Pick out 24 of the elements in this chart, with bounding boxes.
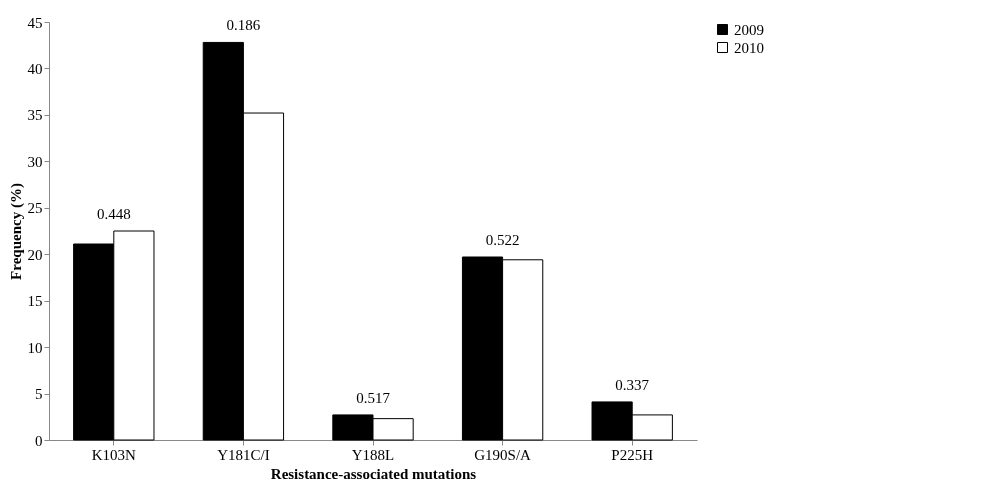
legend-label: 2010	[734, 39, 764, 56]
y-tick-label: 20	[27, 246, 43, 263]
y-tick-label: 15	[27, 293, 43, 310]
y-tick-label: 10	[27, 339, 43, 356]
y-axis-title: Frequency (%)	[7, 183, 25, 280]
x-tick-label: G190S/A	[474, 446, 532, 463]
y-tick-label: 30	[27, 153, 43, 170]
y-tick-label: 45	[27, 14, 43, 31]
annotation: 0.517	[356, 389, 391, 406]
y-tick-label: 0	[35, 432, 43, 449]
x-tick-label: P225H	[611, 446, 654, 463]
y-tick-label: 40	[27, 60, 43, 77]
annotation: 0.337	[615, 376, 650, 393]
y-tick-label: 5	[35, 386, 43, 403]
annotation: 0.186	[226, 17, 261, 34]
y-tick-label: 25	[27, 200, 43, 217]
y-tick-label: 35	[27, 107, 43, 124]
x-tick-label: K103N	[91, 446, 137, 463]
annotation: 0.522	[485, 232, 520, 249]
legend-label: 2009	[734, 21, 764, 38]
x-tick-label: Y181C/I	[217, 446, 270, 463]
annotation: 0.448	[96, 206, 131, 222]
x-tick-label: Y188L	[351, 446, 395, 463]
x-axis-title: Resistance-associated mutations	[270, 465, 477, 482]
